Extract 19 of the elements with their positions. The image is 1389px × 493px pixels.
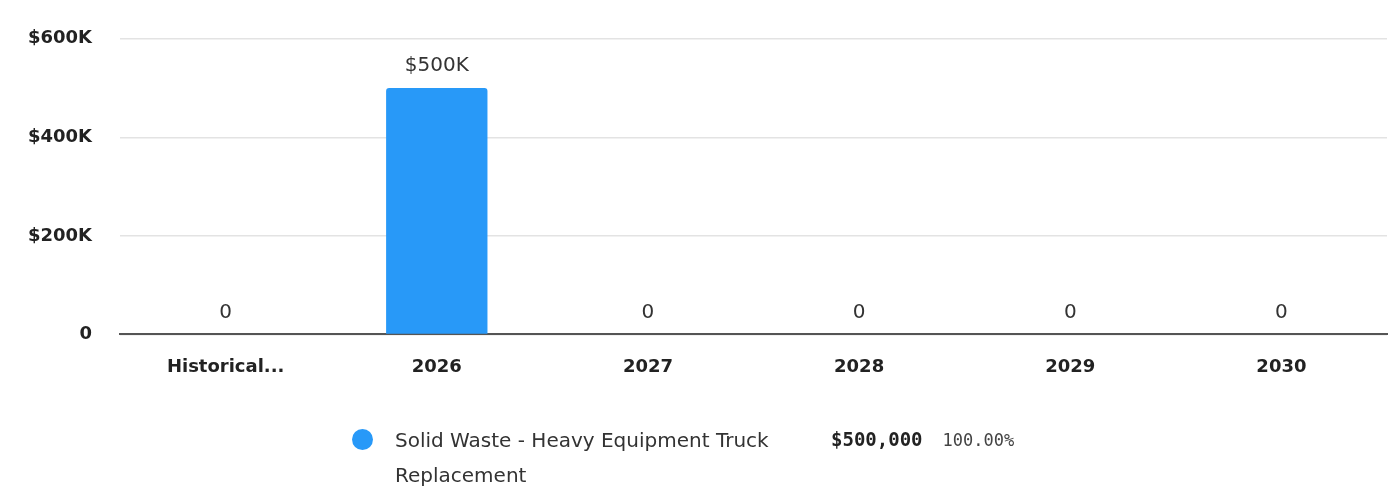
y-tick-label: $400K	[28, 125, 94, 147]
data-label: 0	[219, 298, 232, 323]
x-tick-label: 2026	[411, 354, 462, 376]
y-tick-label: $200K	[28, 223, 94, 245]
data-label: 0	[1063, 298, 1077, 323]
x-tick-label: 2027	[622, 354, 673, 376]
text: 100.00%	[942, 430, 1015, 450]
text: $500,000	[831, 428, 923, 450]
data-label: 0	[641, 298, 655, 323]
x-tick-label: 2029	[1045, 354, 1096, 376]
data-label: 0	[852, 298, 866, 323]
data-label: 0	[1275, 298, 1288, 323]
legend-label: Solid Waste - Heavy Equipment Truck Replacement	[395, 427, 770, 489]
x-tick-label: 2028	[834, 354, 885, 376]
x-tick-label: 2030	[1256, 354, 1307, 376]
y-tick-label: 0	[79, 322, 93, 344]
x-tick-label: Historical...	[166, 354, 285, 376]
data-label: $500K	[404, 52, 470, 77]
y-tick-label: $600K	[28, 26, 94, 48]
